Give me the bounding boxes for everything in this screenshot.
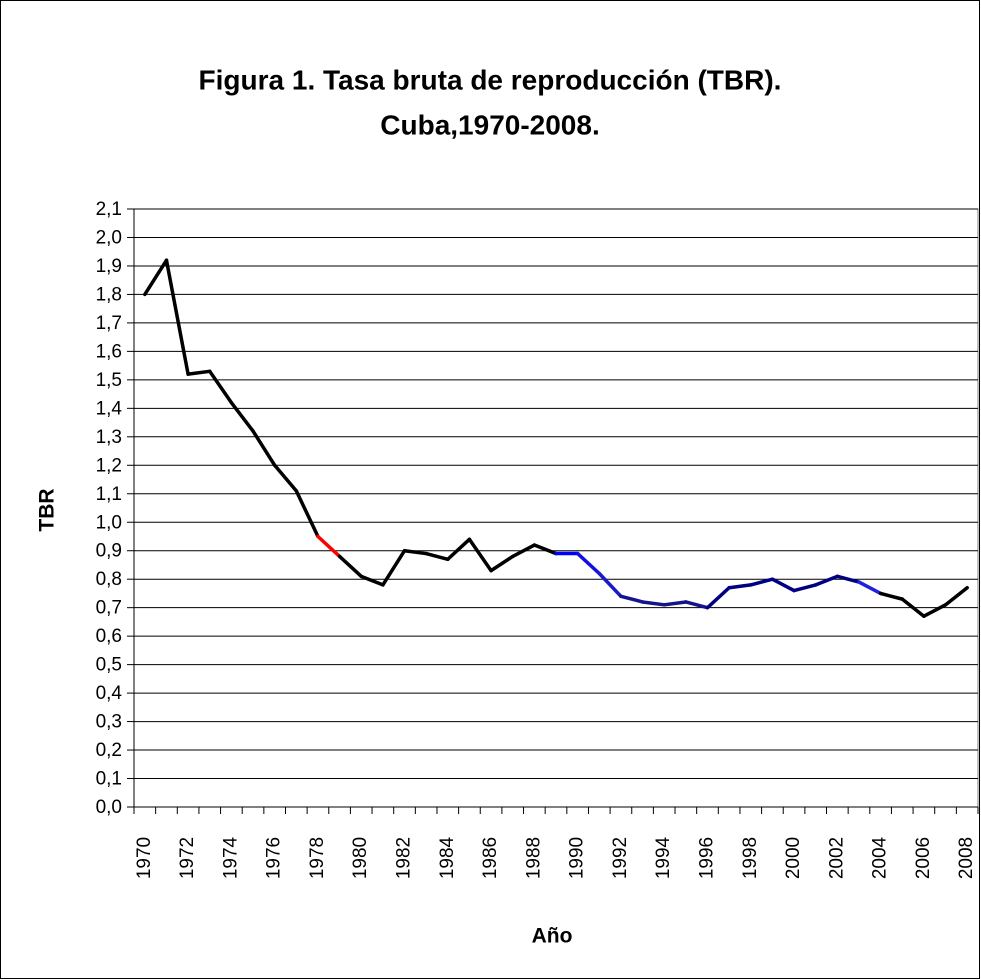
x-tick-label: 2002 <box>826 837 847 879</box>
line-segment <box>575 551 602 576</box>
x-tick-label: 2006 <box>913 837 934 879</box>
line-segment <box>402 548 428 556</box>
line-segment <box>878 591 905 601</box>
line-segment <box>446 537 472 562</box>
line-segment <box>532 543 558 556</box>
line-segment <box>251 429 277 468</box>
x-tick-label: 1978 <box>307 837 328 879</box>
y-tick-label: 1,0 <box>96 512 122 533</box>
line-segment <box>164 258 190 376</box>
y-tick-label: 2,1 <box>96 199 122 220</box>
line-segment <box>727 583 753 590</box>
line-segment <box>489 554 515 573</box>
line-segment <box>900 597 926 618</box>
line-segment <box>337 554 363 579</box>
y-tick-label: 1,2 <box>96 455 122 476</box>
y-tick-label: 0,9 <box>96 541 122 562</box>
line-segment <box>619 594 645 604</box>
x-tick-label: 1984 <box>437 836 458 879</box>
y-tick-label: 1,3 <box>96 427 122 448</box>
line-segment <box>662 600 688 607</box>
x-tick-label: 1992 <box>610 837 631 879</box>
line-segment <box>381 548 407 587</box>
line-segment <box>922 603 948 618</box>
y-tick-label: 0,2 <box>96 740 122 761</box>
y-axis-title: TBR <box>36 488 59 531</box>
x-tick-label: 1996 <box>697 837 718 879</box>
y-tick-label: 2,0 <box>96 227 122 248</box>
y-tick-label: 0,7 <box>96 598 122 619</box>
y-tick-label: 0,0 <box>96 797 122 818</box>
line-segment <box>359 574 385 587</box>
line-segment <box>770 577 796 593</box>
line-segment <box>684 600 710 610</box>
x-tick-label: 2008 <box>956 837 977 879</box>
y-tick-label: 1,8 <box>96 284 122 305</box>
x-tick-label: 1990 <box>567 837 588 879</box>
line-segment <box>316 534 342 559</box>
y-tick-label: 1,7 <box>96 313 122 334</box>
x-tick-label: 1972 <box>177 837 198 879</box>
y-tick-label: 1,9 <box>96 256 122 277</box>
x-tick-label: 1974 <box>220 836 241 879</box>
y-tick-label: 1,1 <box>96 484 122 505</box>
x-tick-label: 1986 <box>480 837 501 879</box>
x-tick-label: 1998 <box>740 837 761 879</box>
y-tick-label: 0,8 <box>96 569 122 590</box>
y-tick-label: 0,5 <box>96 655 122 676</box>
x-tick-label: 1980 <box>350 837 371 879</box>
y-tick-label: 1,5 <box>96 370 122 391</box>
x-tick-label: 1988 <box>523 837 544 879</box>
line-segment <box>749 577 775 587</box>
x-tick-label: 2000 <box>783 837 804 879</box>
line-segment <box>705 585 731 610</box>
line-segment <box>207 369 234 405</box>
x-tick-label: 1982 <box>394 837 415 879</box>
line-segment <box>186 369 212 376</box>
x-tick-label: 1976 <box>264 837 285 879</box>
line-segment <box>857 580 883 596</box>
line-segment <box>813 574 840 587</box>
y-tick-label: 0,1 <box>96 769 122 790</box>
y-tick-label: 0,3 <box>96 712 122 733</box>
line-segment <box>229 400 255 433</box>
chart-title: Figura 1. Tasa bruta de reproducción (TB… <box>199 64 782 95</box>
chart-title: Cuba,1970-2008. <box>380 109 599 140</box>
line-segment <box>640 600 666 607</box>
y-tick-label: 1,4 <box>96 398 123 419</box>
line-segment <box>597 571 623 599</box>
line-segment <box>294 489 320 539</box>
line-segment <box>792 583 818 593</box>
x-tick-label: 2004 <box>870 836 891 879</box>
line-segment <box>424 551 450 562</box>
line-segment <box>272 463 299 493</box>
x-axis-title: Año <box>532 925 573 948</box>
x-tick-label: 1970 <box>134 837 155 879</box>
line-segment <box>467 537 493 573</box>
y-tick-label: 0,4 <box>96 683 123 704</box>
line-segment <box>943 585 969 607</box>
line-segment <box>143 258 169 297</box>
x-tick-label: 1994 <box>653 836 674 879</box>
y-tick-label: 1,6 <box>96 341 122 362</box>
y-tick-label: 0,6 <box>96 626 122 647</box>
line-segment <box>510 543 537 559</box>
line-segment <box>835 574 861 584</box>
